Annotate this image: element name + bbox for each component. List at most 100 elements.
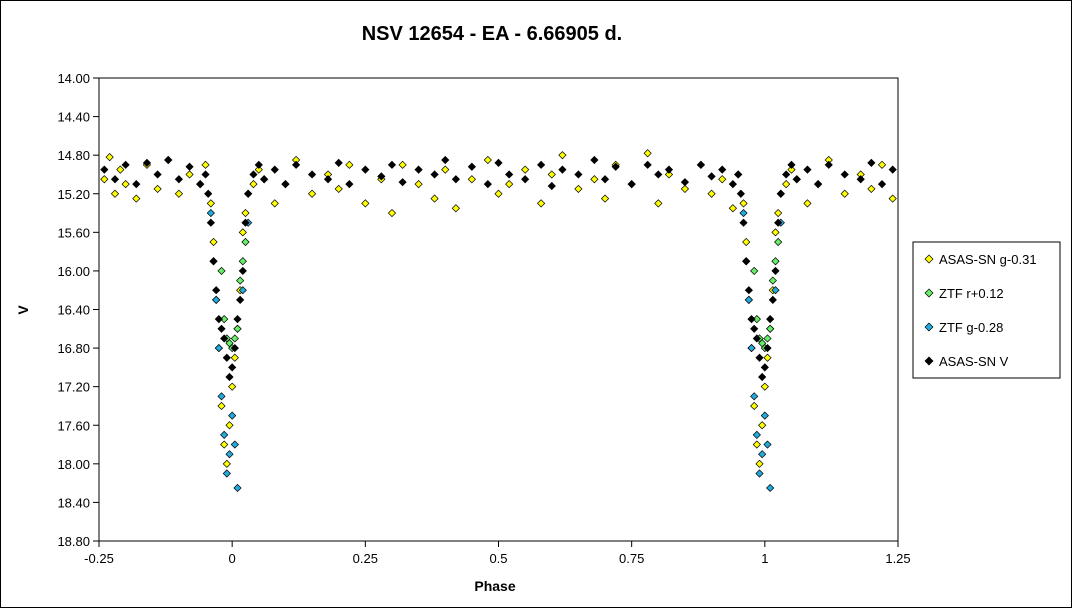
data-points [100,149,897,493]
data-point [260,175,269,184]
y-tick-label: 17.20 [57,380,90,395]
data-point [654,199,663,208]
data-point [760,382,769,391]
legend-label: ZTF g-0.28 [939,320,1003,335]
x-tick-label: 0.5 [489,551,507,566]
x-tick-label: 1 [761,551,768,566]
data-point [222,469,231,478]
data-point [736,189,745,198]
data-point [121,180,130,189]
data-point [132,180,141,189]
data-point [100,165,109,174]
y-tick-label: 14.40 [57,110,90,125]
data-point [803,199,812,208]
data-point [225,372,234,382]
data-point [467,175,476,184]
y-tick-label: 14.00 [57,71,90,86]
data-point [747,343,756,353]
data-point [747,315,756,324]
data-point [323,175,333,184]
data-point [768,276,777,285]
legend-label: ASAS-SN g-0.31 [939,252,1037,267]
data-point [787,160,796,169]
data-point [441,165,450,174]
data-point [217,266,226,276]
data-point [164,155,173,165]
data-point [680,184,690,194]
data-point [774,208,783,218]
data-point [387,160,397,169]
data-point [760,363,769,372]
data-point [206,199,215,208]
legend-box [912,241,1061,379]
data-point [728,180,737,189]
data-point [718,165,727,174]
data-point [771,286,780,295]
data-point [217,401,226,411]
data-point [766,483,775,493]
data-point [270,165,279,174]
data-point [174,175,183,184]
data-point [185,162,194,171]
data-point [750,392,759,401]
data-point [758,421,767,430]
data-point [758,450,767,459]
data-point [877,160,887,169]
data-point [755,459,764,468]
data-point [888,194,897,203]
y-tick-label: 15.60 [57,225,90,240]
data-point [220,440,229,449]
data-point [654,170,663,179]
data-point [132,194,141,203]
data-point [307,189,317,198]
data-point [185,170,194,179]
data-point [430,194,439,203]
data-point [441,155,450,165]
data-point [212,295,221,304]
data-point [574,170,583,179]
data-point [225,421,234,430]
legend-label: ASAS-SN V [939,354,1009,369]
data-point [600,175,610,184]
data-point [664,170,674,179]
data-point [707,172,716,181]
data-point [230,334,239,343]
data-point [105,153,114,162]
data-point [398,160,407,169]
data-point [734,170,743,179]
data-point [307,170,317,179]
data-point [201,160,210,169]
data-point [116,165,125,174]
data-point [537,199,546,208]
data-point [238,257,247,266]
data-point [558,151,567,160]
y-tick-label: 16.00 [57,264,90,279]
data-point [430,170,439,179]
data-point [249,170,258,179]
data-point [611,162,620,171]
data-point [281,180,290,189]
x-tick-label: -0.25 [84,551,114,566]
data-point [856,175,865,184]
data-point [888,165,897,174]
data-point [214,315,223,324]
data-point [792,175,801,184]
data-point [233,315,242,324]
data-point [414,165,423,174]
data-point [483,180,492,189]
data-point [755,353,764,362]
data-point [627,180,636,189]
data-point [782,170,791,179]
data-point [840,189,849,198]
data-point [233,483,242,493]
y-axis: 14.00 14.40 14.80 15.20 15.60 16.00 16.40 16.80… [57,71,99,549]
data-point [750,401,759,411]
data-point [760,411,769,420]
data-point [361,199,370,208]
y-tick-label: 18.40 [57,495,90,510]
y-tick-label: 18.00 [57,457,90,472]
data-point [643,149,652,158]
chart-title: NSV 12654 - EA - 6.66905 d. [362,23,623,45]
legend-marker [924,322,934,332]
